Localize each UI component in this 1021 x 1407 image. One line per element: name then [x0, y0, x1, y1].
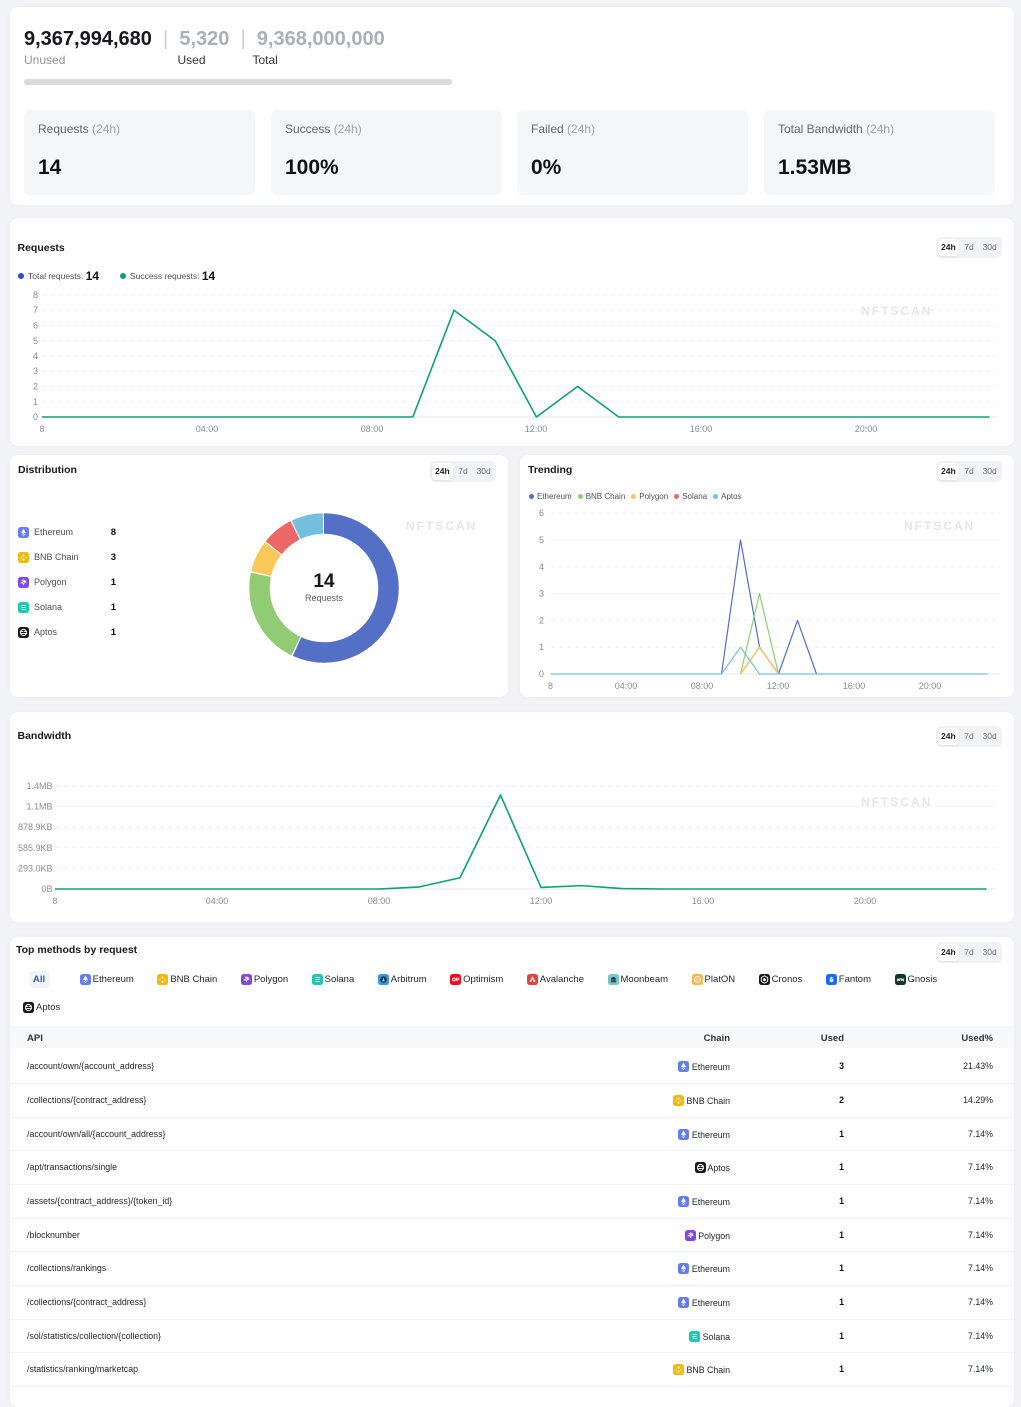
svg-text:4: 4: [33, 351, 38, 361]
svg-text:3: 3: [539, 589, 544, 599]
svg-text:16:00: 16:00: [692, 896, 715, 906]
svg-text:8: 8: [39, 424, 44, 434]
svg-text:1: 1: [33, 397, 38, 407]
svg-text:7: 7: [33, 305, 38, 315]
svg-text:1.4MB: 1.4MB: [26, 781, 52, 791]
svg-text:08:00: 08:00: [691, 681, 714, 691]
svg-text:12:00: 12:00: [525, 424, 548, 434]
svg-text:8: 8: [33, 290, 38, 300]
svg-text:3: 3: [33, 366, 38, 376]
svg-text:6: 6: [33, 321, 38, 331]
svg-text:20:00: 20:00: [919, 681, 942, 691]
svg-text:2: 2: [33, 382, 38, 392]
svg-text:1: 1: [539, 642, 544, 652]
svg-text:2: 2: [539, 615, 544, 625]
svg-text:04:00: 04:00: [206, 896, 229, 906]
svg-text:0B: 0B: [41, 884, 52, 894]
svg-text:08:00: 08:00: [368, 896, 391, 906]
svg-text:5: 5: [539, 535, 544, 545]
svg-text:12:00: 12:00: [530, 896, 553, 906]
svg-text:08:00: 08:00: [361, 424, 384, 434]
svg-text:04:00: 04:00: [615, 681, 638, 691]
svg-text:4: 4: [539, 562, 544, 572]
svg-text:20:00: 20:00: [855, 424, 878, 434]
svg-text:16:00: 16:00: [843, 681, 866, 691]
svg-text:1.1MB: 1.1MB: [26, 802, 52, 812]
svg-text:12:00: 12:00: [767, 681, 790, 691]
svg-text:8: 8: [548, 681, 553, 691]
svg-text:293.0KB: 293.0KB: [18, 863, 53, 873]
svg-text:0: 0: [33, 412, 38, 422]
svg-text:20:00: 20:00: [854, 896, 877, 906]
svg-text:6: 6: [539, 508, 544, 518]
svg-text:04:00: 04:00: [196, 424, 219, 434]
svg-text:878.9KB: 878.9KB: [18, 822, 53, 832]
svg-text:5: 5: [33, 336, 38, 346]
svg-text:585.9KB: 585.9KB: [18, 843, 53, 853]
svg-text:16:00: 16:00: [690, 424, 713, 434]
svg-text:8: 8: [52, 896, 57, 906]
svg-text:0: 0: [539, 669, 544, 679]
